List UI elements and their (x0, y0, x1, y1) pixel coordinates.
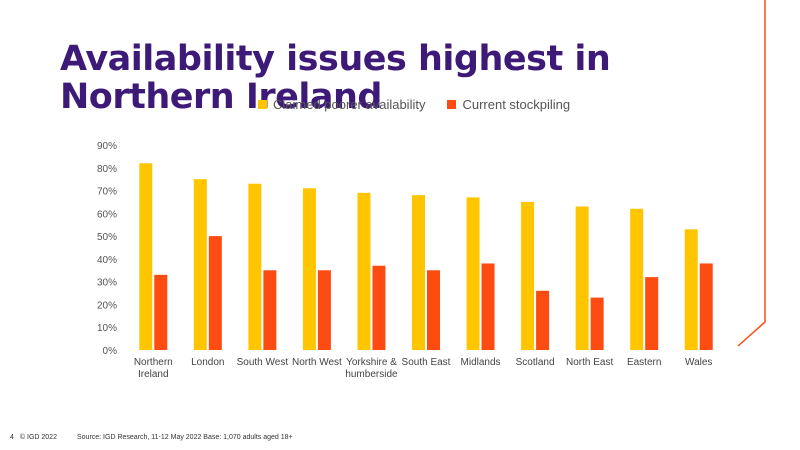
x-category-label: Scotland (516, 357, 555, 368)
x-category-label-line: London (191, 357, 224, 368)
bar-claimed-poorer-availability (357, 192, 371, 350)
x-category-label-line: North East (566, 357, 613, 368)
bar-current-stockpiling (154, 274, 168, 350)
y-tick-label: 90% (97, 141, 117, 152)
x-category-label-line: Ireland (138, 369, 169, 380)
x-category-label: North West (292, 357, 342, 368)
slide-title: Availability issues highest in Northern … (60, 39, 611, 117)
bar-current-stockpiling (699, 263, 713, 350)
slide-footer: 4 © IGD 2022 Source: IGD Research, 11-12… (10, 434, 293, 441)
x-category-label-line: South East (402, 357, 451, 368)
page-number: 4 (10, 434, 14, 441)
bar-current-stockpiling (590, 297, 604, 350)
y-tick-label: 80% (97, 164, 117, 175)
x-category-label-line: Northern (134, 357, 173, 368)
bar-current-stockpiling (536, 290, 550, 350)
legend-item-series2: Current stockpiling (447, 97, 570, 112)
y-tick-label: 70% (97, 187, 117, 198)
x-category-label: North East (566, 357, 613, 368)
bar-claimed-poorer-availability (139, 163, 153, 350)
bar-claimed-poorer-availability (466, 197, 480, 350)
legend-swatch-series2 (447, 100, 457, 109)
x-category-label-line: Midlands (461, 357, 501, 368)
y-tick-label: 30% (97, 278, 117, 289)
x-category-label: Yorkshire & humberside (345, 357, 398, 380)
bar-claimed-poorer-availability (193, 179, 207, 350)
bar-claimed-poorer-availability (521, 201, 535, 350)
x-category-label: Northern Ireland (134, 357, 173, 380)
legend-item-series1: Claimed poorer availability (258, 97, 425, 112)
source-note: Source: IGD Research, 11-12 May 2022 Bas… (76, 434, 293, 441)
bar-claimed-poorer-availability (684, 229, 698, 350)
y-tick-label: 10% (97, 323, 117, 334)
legend-label-series2: Current stockpiling (462, 97, 571, 112)
bar-claimed-poorer-availability (302, 188, 316, 350)
bar-claimed-poorer-availability (630, 208, 644, 350)
x-category-label: Wales (685, 357, 712, 368)
bar-claimed-poorer-availability (412, 195, 425, 350)
x-category-label-line: Scotland (516, 357, 555, 368)
x-category-label-line: Yorkshire & (346, 357, 397, 368)
bar-claimed-poorer-availability (575, 206, 589, 350)
bar-current-stockpiling (427, 270, 440, 350)
x-category-label: South East (402, 357, 451, 368)
y-tick-label: 20% (97, 300, 117, 311)
x-category-label-line: Eastern (627, 357, 661, 368)
copyright: © IGD 2022 (19, 434, 57, 441)
x-category-label: South West (237, 357, 289, 368)
y-tick-label: 50% (97, 232, 117, 243)
x-category-label: Midlands (461, 357, 501, 368)
chart-legend: Claimed poorer availability Current stoc… (258, 97, 570, 112)
bar-current-stockpiling (481, 263, 495, 350)
y-tick-label: 0% (103, 346, 118, 357)
x-category-label-line: North West (292, 357, 342, 368)
bar-claimed-poorer-availability (248, 183, 262, 350)
bar-current-stockpiling (645, 277, 659, 350)
bar-current-stockpiling (208, 236, 222, 350)
legend-label-series1: Claimed poorer availability (273, 97, 426, 112)
x-category-label-line: South West (237, 357, 289, 368)
x-category-label: Eastern (627, 357, 661, 368)
x-category-label: London (191, 357, 224, 368)
legend-swatch-series1 (258, 100, 267, 109)
bar-current-stockpiling (263, 270, 277, 350)
x-category-label-line: Wales (685, 357, 712, 368)
x-category-label-line: humberside (345, 369, 398, 380)
bar-current-stockpiling (372, 265, 386, 350)
y-tick-label: 40% (97, 255, 117, 266)
y-tick-label: 60% (97, 209, 117, 220)
bar-current-stockpiling (317, 270, 331, 350)
